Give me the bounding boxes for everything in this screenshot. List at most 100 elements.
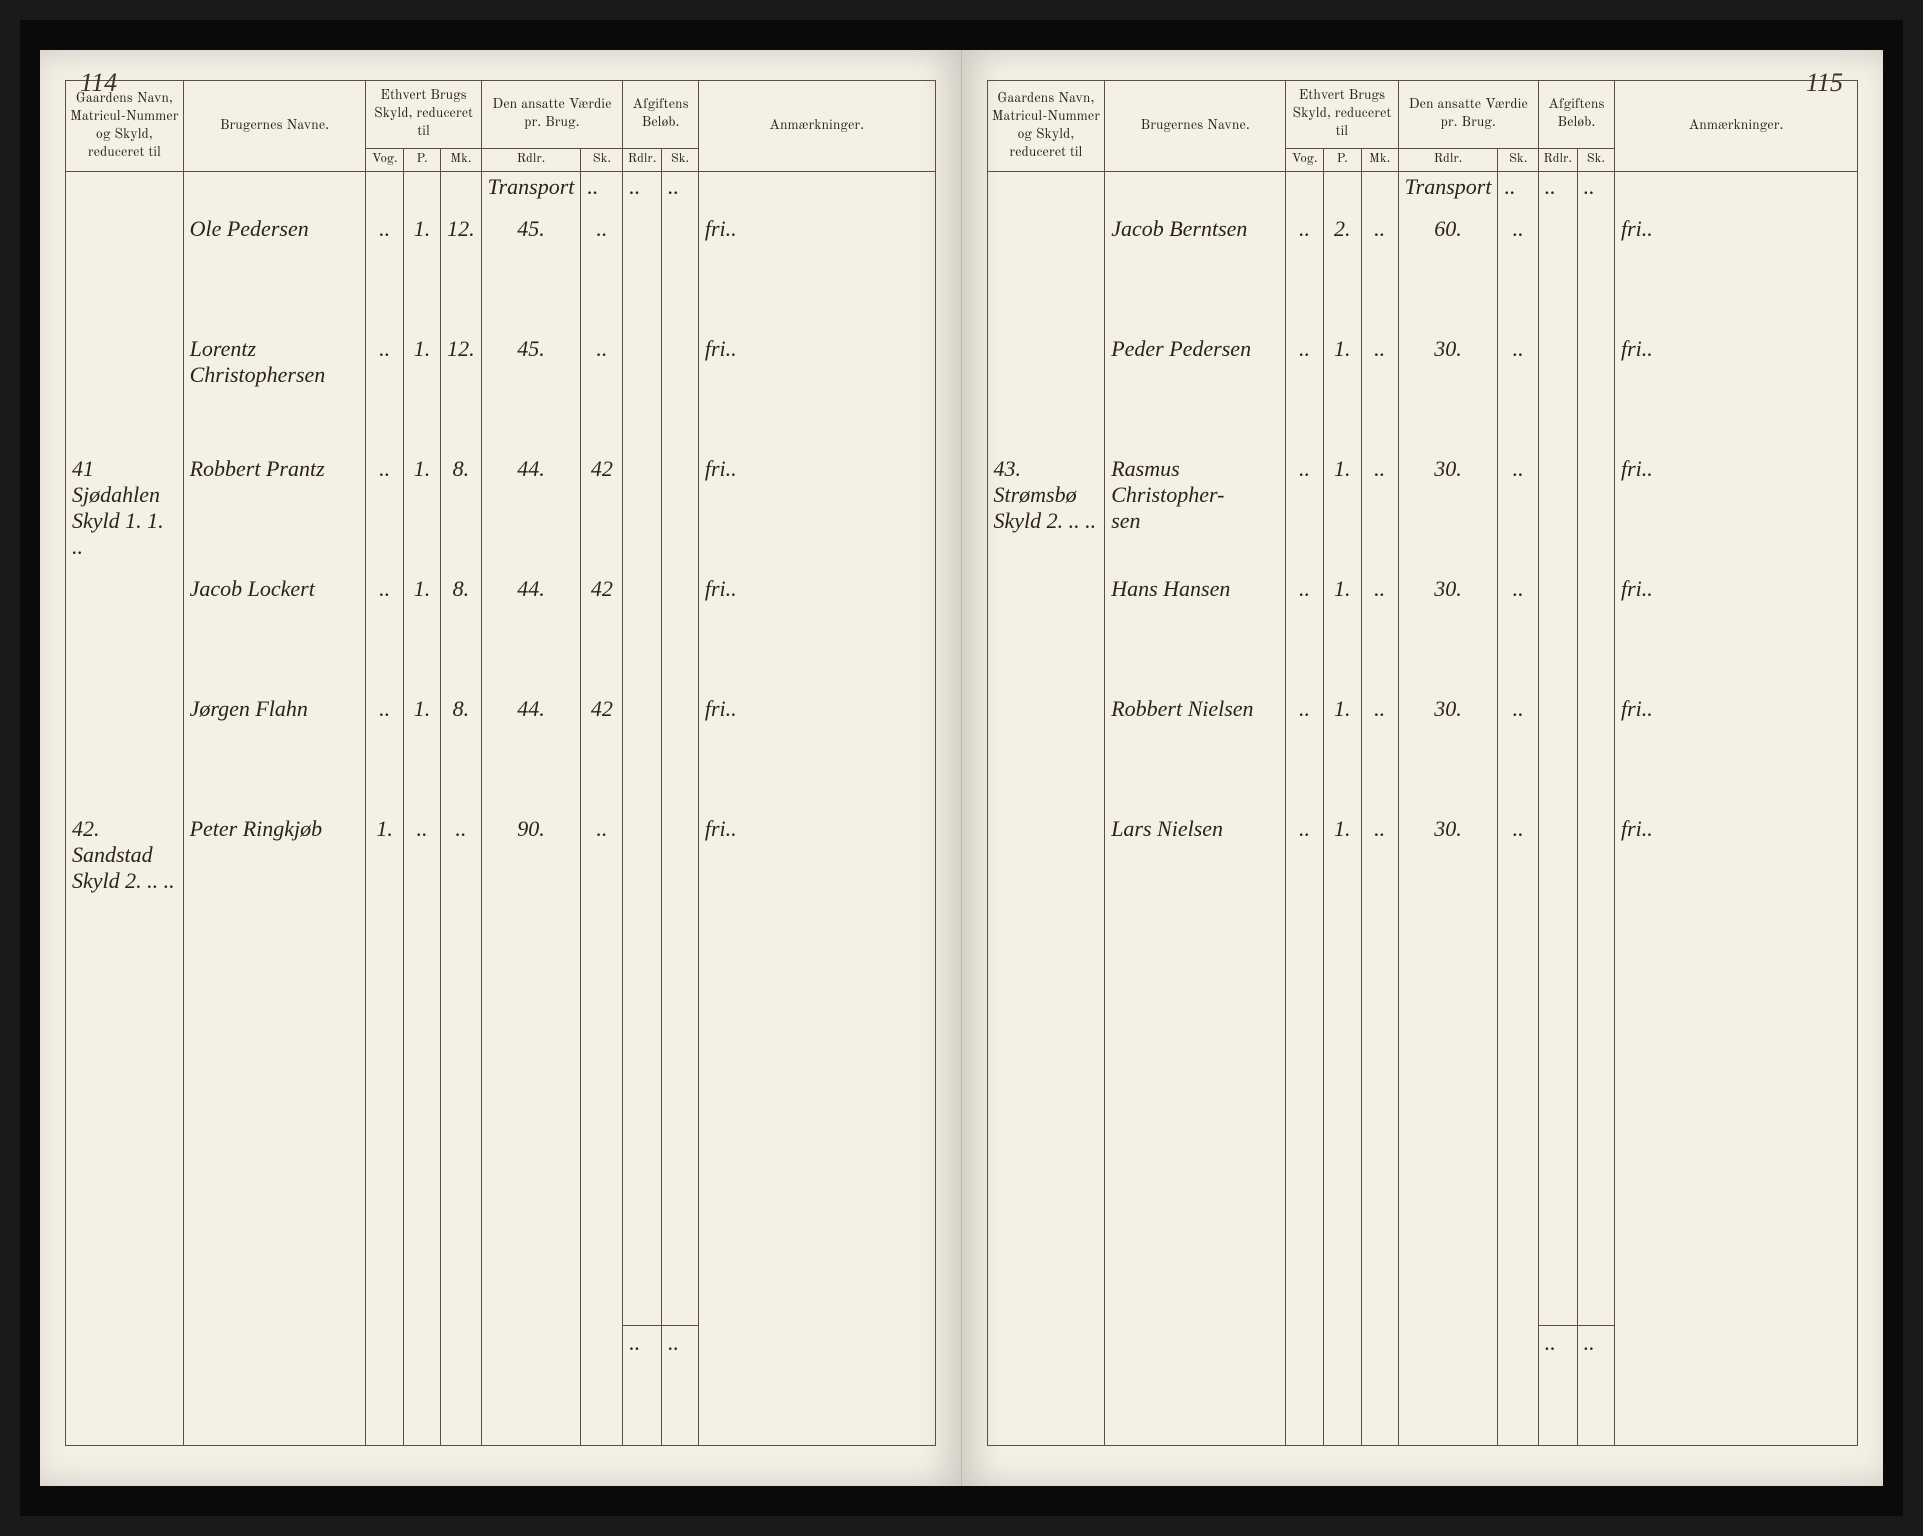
cell-v2: 42 [581,692,623,812]
cell-v2: .. [581,812,623,932]
cell-gaard: 43. Strømsbø Skyld 2. .. .. [987,452,1105,572]
sub-s2: P. [403,148,440,172]
cell-gaard: 42. Sandstad Skyld 2. .. .. [66,812,184,932]
cell-bruger: Rasmus Christopher- sen [1105,452,1286,572]
header-skyld: Ethvert Brugs Skyld, reduceret til [366,81,481,149]
ledger-body-right: Transport .. .. .. Jacob Berntsen..2...6… [987,172,1858,1446]
sub-s3: Mk. [441,148,482,172]
ledger-row: Ole Pedersen..1.12.45...fri.. [66,212,936,332]
cell-bruger: Peter Ringkjøb [183,812,366,932]
cell-s3: .. [1361,572,1398,692]
cell-bruger: Lars Nielsen [1105,812,1286,932]
cell-gaard [987,692,1105,812]
sub-v1: Rdlr. [1398,148,1498,172]
cell-s1: .. [1286,692,1324,812]
cell-s1: 1. [366,812,403,932]
cell-s1: .. [366,572,403,692]
cell-a2 [661,452,698,572]
cell-a2 [1577,572,1614,692]
cell-anm: fri.. [1614,812,1857,932]
sub-v2: Sk. [1498,148,1538,172]
cell-s2: 2. [1323,212,1361,332]
cell-v1: 30. [1398,812,1498,932]
cell-gaard [987,572,1105,692]
cell-s3: 8. [441,572,482,692]
cell-anm: fri.. [698,812,935,932]
cell-v1: 30. [1398,692,1498,812]
cell-v1: 90. [481,812,581,932]
cell-a1 [1538,572,1577,692]
header-anm: Anmærkninger. [698,81,935,172]
cell-a1 [1538,452,1577,572]
cell-s3: 12. [441,332,482,452]
cell-v1: 30. [1398,452,1498,572]
cell-v1: 45. [481,212,581,332]
footer-a2: .. [661,1326,698,1446]
cell-bruger: Lorentz Christophersen [183,332,366,452]
cell-a1 [1538,812,1577,932]
ledger-row: Hans Hansen..1...30...fri.. [987,572,1858,692]
cell-anm: fri.. [698,692,935,812]
cell-s1: .. [366,692,403,812]
ledger-row: Robbert Nielsen..1...30...fri.. [987,692,1858,812]
header-bruger: Brugernes Navne. [183,81,366,172]
sub-v2: Sk. [581,148,623,172]
cell-a1 [623,572,662,692]
cell-s2: 1. [403,212,440,332]
cell-s2: 1. [1323,812,1361,932]
sub-s1: Vog. [366,148,403,172]
sub-a1: Rdlr. [1538,148,1577,172]
cell-v2: 42 [581,452,623,572]
cell-v1: 45. [481,332,581,452]
cell-s2: 1. [1323,452,1361,572]
cell-bruger: Hans Hansen [1105,572,1286,692]
cell-s1: .. [1286,452,1324,572]
sub-v1: Rdlr. [481,148,581,172]
sub-a1: Rdlr. [623,148,662,172]
footer-a2: .. [1577,1326,1614,1446]
cell-v2: .. [1498,692,1538,812]
cell-a1 [1538,692,1577,812]
ledger-row: 41 Sjødahlen Skyld 1. 1. ..Robbert Prant… [66,452,936,572]
cell-s2: 1. [403,332,440,452]
cell-a1 [1538,212,1577,332]
cell-s3: 12. [441,212,482,332]
footer-row: .... [66,1326,936,1446]
ledger-body-left: Transport .. .. .. Ole Pedersen..1.12.45… [66,172,936,1446]
cell-s1: .. [1286,812,1324,932]
cell-v2: .. [1498,452,1538,572]
cell-v2: .. [1498,572,1538,692]
cell-v1: 44. [481,572,581,692]
ledger-row: Jacob Berntsen..2...60...fri.. [987,212,1858,332]
cell-a2 [661,812,698,932]
cell-v1: 30. [1398,572,1498,692]
header-bruger: Brugernes Navne. [1105,81,1286,172]
cell-s3: .. [1361,332,1398,452]
cell-anm: fri.. [1614,452,1857,572]
cell-v1: 30. [1398,332,1498,452]
cell-s3: .. [1361,692,1398,812]
cell-a1 [1538,332,1577,452]
cell-s2: 1. [403,572,440,692]
cell-v2: .. [581,212,623,332]
cell-s1: .. [1286,332,1324,452]
cell-a2 [661,692,698,812]
cell-v2: 42 [581,572,623,692]
cell-gaard [987,212,1105,332]
cell-anm: fri.. [1614,692,1857,812]
sub-s1: Vog. [1286,148,1324,172]
cell-gaard [66,572,184,692]
cell-gaard: 41 Sjødahlen Skyld 1. 1. .. [66,452,184,572]
cell-anm: fri.. [1614,332,1857,452]
ledger-row: Lars Nielsen..1...30...fri.. [987,812,1858,932]
ledger-row: Peder Pedersen..1...30...fri.. [987,332,1858,452]
cell-s2: 1. [1323,332,1361,452]
cell-s1: .. [366,212,403,332]
cell-anm: fri.. [698,572,935,692]
cell-v2: .. [1498,212,1538,332]
cell-bruger: Robbert Prantz [183,452,366,572]
cell-bruger: Peder Pedersen [1105,332,1286,452]
footer-a1: .. [623,1326,662,1446]
cell-gaard [987,812,1105,932]
header-vaerdie: Den ansatte Værdie pr. Brug. [1398,81,1538,149]
